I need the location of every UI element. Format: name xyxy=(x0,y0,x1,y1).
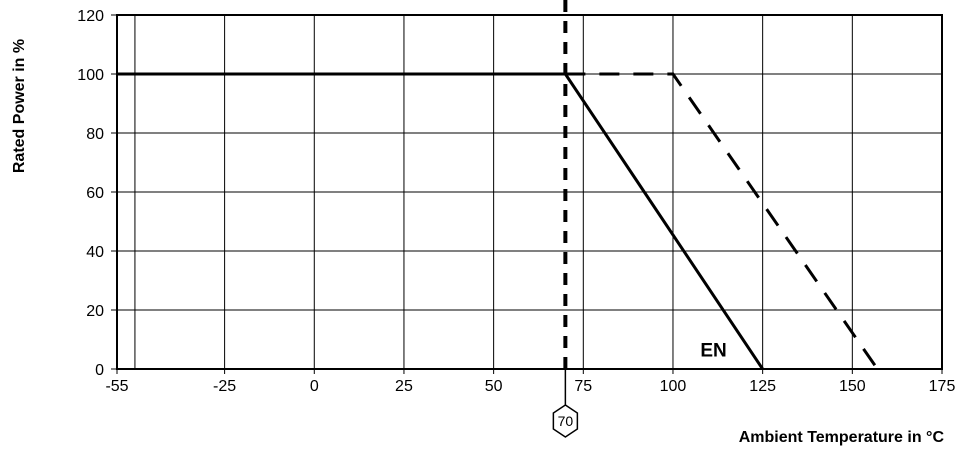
x-tick-label: 150 xyxy=(839,378,866,395)
grid-lines xyxy=(117,15,942,369)
x-tick-label: -55 xyxy=(105,378,128,395)
y-tick-labels: 0 20 40 60 80 100 120 xyxy=(77,8,117,379)
x-tick-label: 75 xyxy=(574,378,592,395)
y-tick-label: 20 xyxy=(86,303,104,320)
reference-marker-label: 70 xyxy=(558,413,574,429)
x-tick-label: 50 xyxy=(485,378,503,395)
x-tick-label: 25 xyxy=(395,378,413,395)
y-tick-label: 100 xyxy=(77,67,104,84)
y-tick-label: 0 xyxy=(95,362,104,379)
x-tick-label: 125 xyxy=(749,378,776,395)
y-tick-label: 80 xyxy=(86,126,104,143)
x-tick-label: 0 xyxy=(310,378,319,395)
dashed-series-line xyxy=(565,72,879,370)
x-tick-label: -25 xyxy=(213,378,236,395)
y-tick-label: 120 xyxy=(77,8,104,25)
annotations: EN xyxy=(700,340,726,361)
x-tick-label: 175 xyxy=(929,378,956,395)
annotation-en: EN xyxy=(700,340,726,361)
y-tick-label: 40 xyxy=(86,244,104,261)
x-axis-label: Ambient Temperature in °C xyxy=(739,429,945,446)
x-tick-label: 100 xyxy=(660,378,687,395)
reference-line-group: 70 xyxy=(552,0,579,438)
series-lines xyxy=(117,72,879,370)
y-tick-label: 60 xyxy=(86,185,104,202)
solid-series-line xyxy=(117,72,764,370)
x-tick-labels: -55 -25 0 25 50 75 100 125 150 175 xyxy=(105,369,955,395)
y-axis-label: Rated Power in % xyxy=(11,39,28,173)
reference-marker-hexagon xyxy=(552,404,579,438)
